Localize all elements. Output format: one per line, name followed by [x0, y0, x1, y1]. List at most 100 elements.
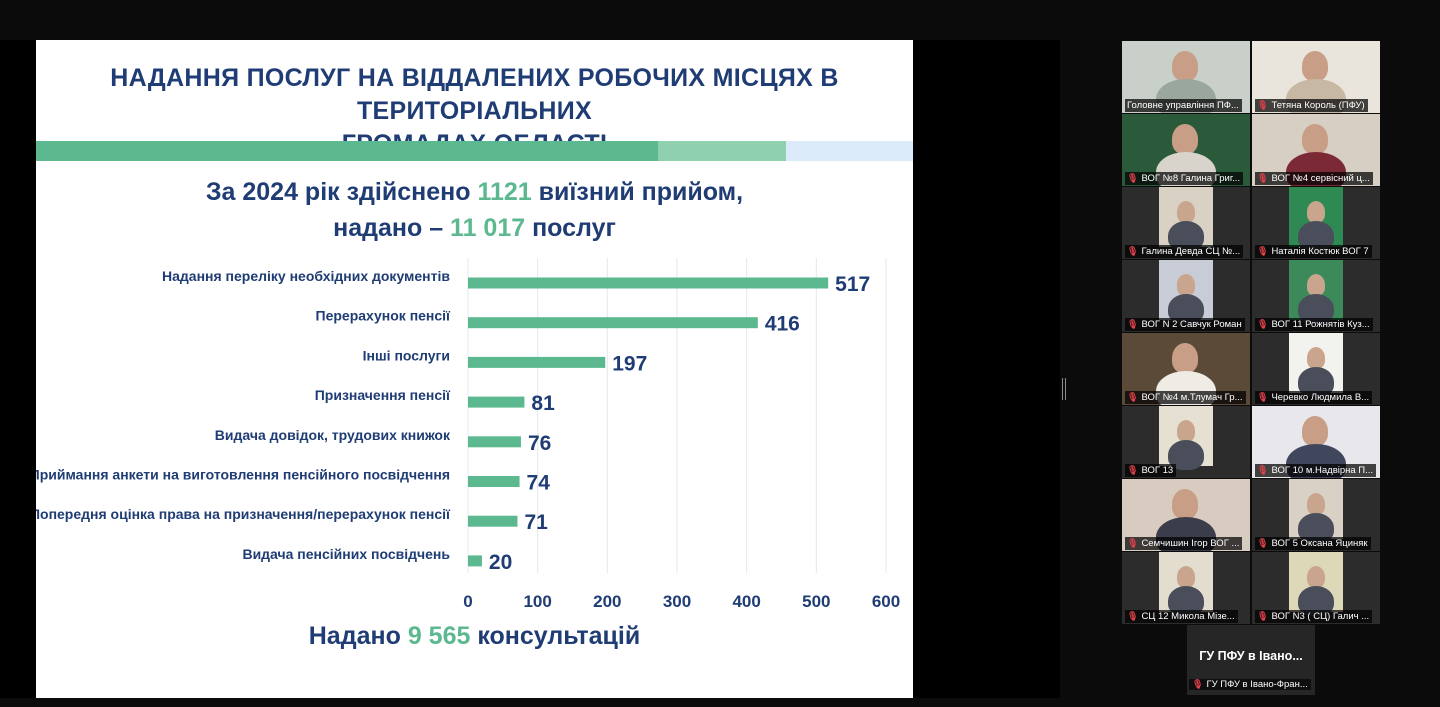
mic-muted-icon: 🎙	[1192, 679, 1204, 689]
category-label: Призначення пенсії	[315, 387, 451, 403]
band-light-green	[658, 141, 786, 161]
participant-name-label: 🎙 Черевко Людмила В...	[1255, 391, 1373, 404]
self-view-caption: 🎙 ГУ ПФУ в Івано-Фран...	[1189, 679, 1311, 690]
participant-name-label: 🎙 Семчишин Ігор ВОГ ...	[1125, 537, 1243, 550]
mic-muted-icon: 🎙	[1127, 611, 1139, 621]
participant-tile[interactable]: 🎙 Галина Девда СЦ №...	[1122, 187, 1250, 259]
footer-post: консультацій	[470, 622, 641, 650]
value-label: 71	[524, 511, 548, 534]
value-label: 81	[531, 392, 555, 415]
participant-tile[interactable]: 🎙 ВОГ 10 м.Надвірна П...	[1252, 406, 1380, 478]
x-tick-label: 500	[802, 592, 830, 611]
shared-screen: НАДАННЯ ПОСЛУГ НА ВІДДАЛЕНИХ РОБОЧИХ МІС…	[0, 40, 1060, 698]
footer-number: 9 565	[407, 622, 471, 650]
mic-muted-icon: 🎙	[1257, 100, 1269, 110]
participant-tile[interactable]: 🎙 ВОГ №8 Галина Григ...	[1122, 114, 1250, 186]
x-tick-label: 400	[732, 592, 760, 611]
video-feed	[1122, 406, 1250, 478]
participant-name: ВОГ №8 Галина Григ...	[1141, 173, 1241, 184]
mic-muted-icon: 🎙	[1257, 173, 1269, 183]
participant-name-label: 🎙 ВОГ №4 м.Тлумач Гр...	[1125, 391, 1246, 404]
participant-name: ВОГ 10 м.Надвірна П...	[1271, 465, 1374, 476]
value-label: 76	[528, 432, 551, 455]
participant-tile[interactable]: 🎙 Наталія Костюк ВОГ 7	[1252, 187, 1380, 259]
participant-name-label: 🎙 ВОГ 10 м.Надвірна П...	[1255, 464, 1377, 477]
bar	[468, 356, 606, 368]
participant-name: ВОГ 13	[1141, 465, 1174, 476]
bar	[468, 317, 758, 329]
participant-name: СЦ 12 Микола Мізе...	[1141, 611, 1235, 622]
band-green	[36, 141, 658, 161]
participant-name-label: 🎙 СЦ 12 Микола Мізе...	[1125, 610, 1238, 623]
x-tick-label: 200	[593, 592, 621, 611]
bar	[468, 396, 525, 408]
participant-tile[interactable]: 🎙 Семчишин Ігор ВОГ ...	[1122, 479, 1250, 551]
bar	[468, 476, 520, 487]
value-label: 197	[612, 352, 647, 375]
participant-name: ВОГ 11 Рожнятів Куз...	[1271, 319, 1370, 330]
participant-tile[interactable]: 🎙 СЦ 12 Микола Мізе...	[1122, 552, 1250, 624]
participant-tile[interactable]: 🎙 ВОГ №4 м.Тлумач Гр...	[1122, 333, 1250, 405]
footer-consultations: Надано 9 565 консультацій	[36, 622, 913, 651]
bar-chart: 0 100 200 300 400 500 600 Надання переліку необ…	[36, 258, 900, 611]
participant-tile[interactable]: Головне управління ПФ...	[1122, 41, 1250, 113]
participant-name: Галина Девда СЦ №...	[1141, 246, 1241, 257]
participant-name-label: 🎙 ВОГ №4 сервісний ц...	[1255, 172, 1373, 185]
participant-name: ВОГ №4 сервісний ц...	[1271, 173, 1370, 184]
self-view-tile[interactable]: ГУ ПФУ в Івано... 🎙 ГУ ПФУ в Івано-Фран.…	[1187, 625, 1315, 695]
participant-name: ВОГ 5 Оксана Яциняк	[1271, 538, 1368, 549]
participant-tile[interactable]: 🎙 ВОГ 11 Рожнятів Куз...	[1252, 260, 1380, 332]
band-light-blue	[786, 141, 913, 161]
mic-muted-icon: 🎙	[1257, 538, 1269, 548]
category-label: Інші послуги	[363, 347, 450, 363]
headline-services: надано – 11 017 послуг	[36, 214, 913, 243]
value-label: 20	[489, 551, 512, 574]
participant-name: Наталія Костюк ВОГ 7	[1271, 246, 1369, 257]
panel-resize-handle[interactable]	[1062, 378, 1066, 400]
category-label: Видача пенсійних посвідчень	[242, 546, 450, 562]
mic-muted-icon: 🎙	[1127, 538, 1139, 548]
headline-visits-post: виїзний прийом,	[531, 178, 744, 206]
participant-tile[interactable]: 🎙 ВОГ N 2 Савчук Роман	[1122, 260, 1250, 332]
x-tick-label: 0	[463, 592, 472, 611]
bar	[468, 555, 482, 567]
participant-name-label: 🎙 ВОГ 5 Оксана Яциняк	[1255, 537, 1371, 550]
participant-name-label: 🎙 ВОГ N 2 Савчук Роман	[1125, 318, 1245, 331]
self-view-caption-text: ГУ ПФУ в Івано-Фран...	[1206, 679, 1308, 690]
slide-title-line-1: НАДАННЯ ПОСЛУГ НА ВІДДАЛЕНИХ РОБОЧИХ МІС…	[110, 64, 839, 125]
participant-name-label: 🎙 Наталія Костюк ВОГ 7	[1255, 245, 1372, 258]
participant-tile[interactable]: 🎙 ВОГ 13	[1122, 406, 1250, 478]
self-view-title: ГУ ПФУ в Івано...	[1199, 649, 1303, 663]
category-label: Надання переліку необхідних документів	[162, 268, 450, 284]
bar	[468, 515, 518, 527]
mic-muted-icon: 🎙	[1257, 319, 1269, 329]
mic-muted-icon: 🎙	[1257, 392, 1269, 402]
participant-tile[interactable]: 🎙 ВОГ №4 сервісний ц...	[1252, 114, 1380, 186]
participant-name-label: 🎙 ВОГ 13	[1125, 464, 1177, 477]
mic-muted-icon: 🎙	[1127, 246, 1139, 256]
mic-muted-icon: 🎙	[1257, 611, 1269, 621]
participant-tile[interactable]: 🎙 ВОГ N3 ( СЦ) Галич ...	[1252, 552, 1380, 624]
presentation-slide: НАДАННЯ ПОСЛУГ НА ВІДДАЛЕНИХ РОБОЧИХ МІС…	[36, 40, 913, 698]
participant-tile[interactable]: 🎙 ВОГ 5 Оксана Яциняк	[1252, 479, 1380, 551]
participant-tile[interactable]: 🎙 Тетяна Король (ПФУ)	[1252, 41, 1380, 113]
x-tick-label: 300	[663, 592, 691, 611]
headline-services-post: послуг	[525, 214, 616, 242]
participant-name: Семчишин Ігор ВОГ ...	[1141, 538, 1240, 549]
mic-muted-icon: 🎙	[1127, 319, 1139, 329]
headline-visits-number: 1121	[477, 178, 532, 206]
bar	[468, 277, 829, 289]
footer-pre: Надано	[308, 622, 408, 650]
participant-tile[interactable]: 🎙 Черевко Людмила В...	[1252, 333, 1380, 405]
participant-name: ВОГ N3 ( СЦ) Галич ...	[1271, 611, 1370, 622]
participant-name-label: 🎙 ВОГ 11 Рожнятів Куз...	[1255, 318, 1373, 331]
participant-name: ВОГ N 2 Савчук Роман	[1141, 319, 1242, 330]
category-label: Перерахунок пенсії	[316, 308, 452, 324]
x-tick-label: 600	[872, 592, 900, 611]
headline-visits-pre: За 2024 рік здійснено	[205, 178, 478, 206]
participant-name-label: 🎙 ВОГ №8 Галина Григ...	[1125, 172, 1244, 185]
participant-name-label: 🎙 Галина Девда СЦ №...	[1125, 245, 1244, 258]
mic-muted-icon: 🎙	[1257, 465, 1269, 475]
participant-name: Черевко Людмила В...	[1271, 392, 1370, 403]
category-label: Видача довідок, трудових книжок	[215, 427, 451, 443]
